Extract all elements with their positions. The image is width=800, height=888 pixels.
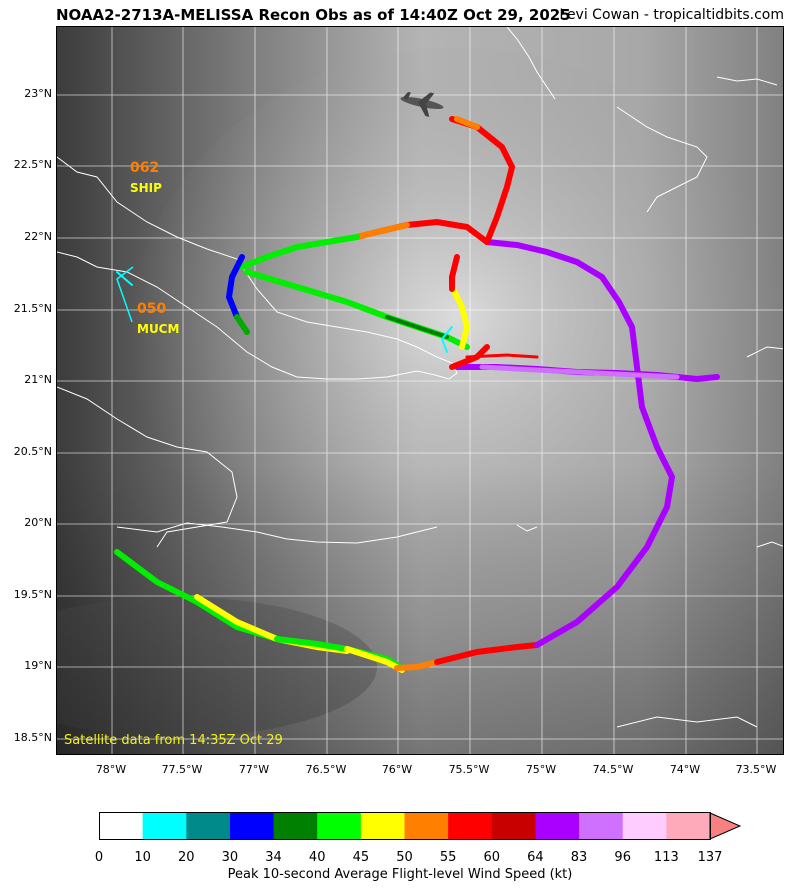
island-coast (616, 106, 708, 213)
colorbar-tick-label: 64 (527, 850, 544, 865)
track-segment-55kt (434, 642, 540, 665)
station-mucm-value: 050 (137, 301, 167, 317)
colorbar-swatch (186, 812, 231, 840)
colorbar-swatch (229, 812, 275, 840)
colorbar-tick-label: 60 (483, 850, 501, 865)
lon-label: 73.5°W (735, 763, 777, 776)
lat-label: 19.5°N (13, 588, 52, 601)
track-segment-cyan (116, 271, 133, 286)
colorbar-swatch (99, 812, 144, 840)
colorbar-outline (99, 812, 711, 840)
track-segment-north-c (239, 234, 360, 270)
colorbar-tick-label: 55 (439, 850, 457, 865)
caicos-coast (716, 76, 778, 86)
track-segment-64kt (484, 239, 676, 648)
track-segment-center-c (465, 353, 539, 359)
lon-label: 75.5°W (448, 763, 490, 776)
colorbar-swatch (535, 812, 580, 840)
track-segment-northeast-b (454, 116, 480, 130)
colorbar-swatch (622, 812, 667, 840)
lat-label: 18.5°N (13, 731, 52, 744)
track-segment-center-b (449, 254, 460, 292)
colorbar-label: Peak 10-second Average Flight-level Wind… (227, 867, 573, 882)
colorbar (99, 812, 742, 840)
satellite-shade (57, 27, 783, 754)
colorbar-swatch (317, 812, 362, 840)
aircraft-icon (400, 91, 444, 117)
lon-label: 77.5°W (161, 763, 203, 776)
colorbar-swatch (491, 812, 536, 840)
track-segment-10kt (440, 326, 453, 353)
colorbar-swatch (360, 812, 405, 840)
track-segment-mid-b (385, 315, 449, 339)
lon-label: 75°W (525, 763, 557, 776)
map-title: NOAA2-2713A-MELISSA Recon Obs as of 14:4… (56, 6, 571, 24)
southern-coast (616, 716, 758, 728)
colorbar-swatch (273, 812, 318, 840)
lon-label: 76.5°W (305, 763, 347, 776)
recon-flight-track (114, 116, 720, 673)
hispaniola-coast (746, 346, 783, 358)
colorbar-extend-arrow (709, 812, 742, 840)
track-segment-40kt (114, 549, 280, 642)
lat-label: 20.5°N (13, 445, 52, 458)
track-segment-center-a (449, 284, 471, 350)
lon-label: 76°W (381, 763, 413, 776)
track-segment-50kt (394, 659, 440, 671)
colorbar-tick-label: 0 (94, 850, 104, 865)
colorbar-tick-label: 113 (653, 850, 679, 865)
colorbar-tick-label: 20 (178, 850, 195, 865)
lat-label: 21°N (24, 373, 52, 386)
map-credit: Levi Cowan - tropicaltidbits.com (559, 7, 784, 23)
colorbar-tick-label: 137 (697, 850, 723, 865)
colorbar-swatches (99, 812, 711, 840)
colorbar-tick-label: 96 (614, 850, 631, 865)
station-ship-value: 062 (130, 160, 160, 176)
map-canvas (57, 27, 783, 754)
bahamas-coast (57, 386, 238, 548)
track-segment-34kt (234, 314, 250, 335)
colorbar-tick-label: 40 (308, 850, 326, 865)
station-barb-mucm (116, 266, 134, 323)
track-segment-83kt (479, 364, 680, 380)
colorbar-swatch (666, 812, 711, 840)
lat-label: 19°N (24, 659, 52, 672)
lon-label: 74.5°W (592, 763, 634, 776)
colorbar-tick-label: 10 (134, 850, 151, 865)
lat-label: 22.5°N (13, 158, 52, 171)
lat-label: 23°N (24, 87, 52, 100)
lat-label: 21.5°N (13, 302, 52, 315)
colorbar-tick-label: 50 (396, 850, 413, 865)
station-mucm-name: MUCM (137, 322, 180, 336)
colorbar-swatch (579, 812, 624, 840)
track-segment-north-b (354, 222, 410, 240)
colorbar-tick-label: 45 (352, 850, 370, 865)
island-chain-coast (506, 27, 556, 100)
satellite-caption: Satellite data from 14:35Z Oct 29 (64, 733, 283, 748)
colorbar-swatch (142, 812, 187, 840)
colorbar-swatch (448, 812, 493, 840)
station-ship-name: SHIP (130, 181, 162, 195)
station-ship: 062 SHIP (130, 160, 162, 195)
small-island-coast (516, 524, 538, 532)
colorbar-swatch (404, 812, 449, 840)
east-coast (756, 541, 783, 548)
colorbar-tick-label: 34 (265, 850, 282, 865)
colorbar-tick-label: 83 (570, 850, 588, 865)
jamaica-coast (116, 522, 438, 544)
lon-label: 78°W (95, 763, 127, 776)
lon-label: 77°W (238, 763, 270, 776)
track-segment-30kt (225, 254, 245, 320)
grid-lines (57, 27, 783, 754)
satellite-map: 062 SHIP 050 MUCM Satellite data from 14… (56, 26, 784, 755)
lat-label: 20°N (24, 516, 52, 529)
colorbar-tick-label: 30 (221, 850, 239, 865)
lon-label: 74°W (669, 763, 701, 776)
station-mucm: 050 MUCM (137, 301, 179, 336)
lat-label: 22°N (24, 230, 52, 243)
